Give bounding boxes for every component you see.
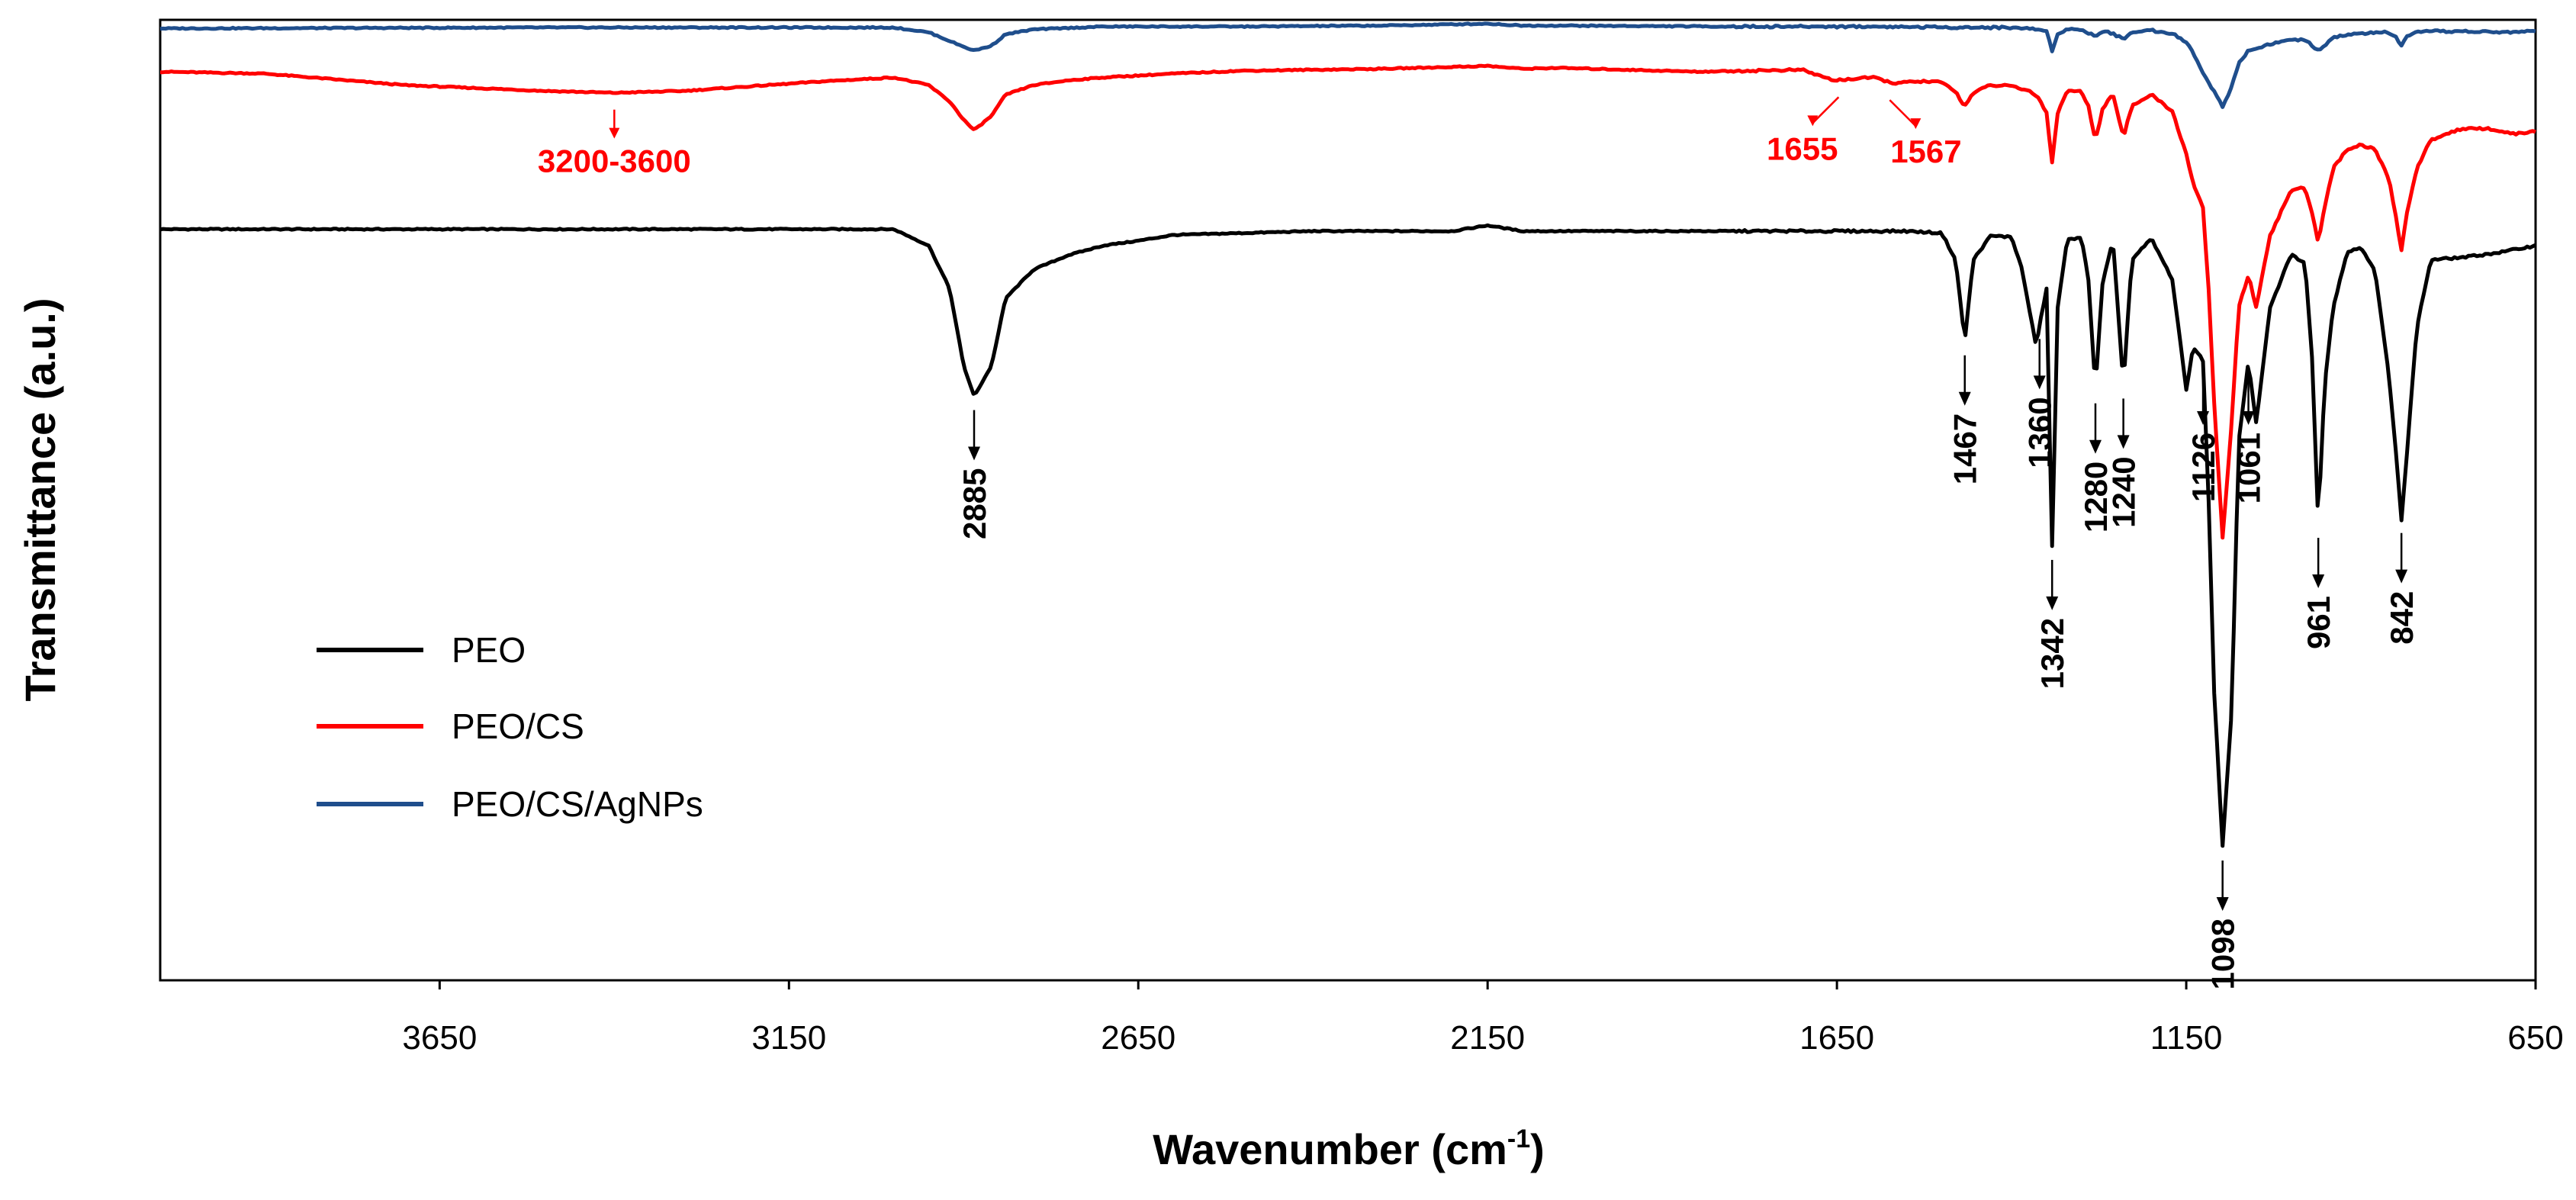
peak-annotation: 961 (2301, 537, 2336, 649)
peak-annotation: 1061 (2231, 374, 2267, 503)
peak-annotation: 1342 (2034, 559, 2070, 689)
x-ticks: 3650 3150 2650 2150 1650 1150 650 (402, 980, 2564, 1057)
x-tick-label: 2150 (1450, 1019, 1525, 1057)
x-axis-title-sup: -1 (1507, 1124, 1530, 1153)
plot-frame (159, 18, 2537, 982)
series-line-peo (159, 223, 2537, 848)
peak-arrowhead (2395, 569, 2408, 584)
legend-label-peo-cs: PEO/CS (452, 706, 584, 746)
peak-annotation: 2885 (957, 410, 992, 539)
peak-annotation: 1360 (2022, 339, 2058, 468)
peak-label: 1567 (1890, 134, 1961, 169)
peak-annotation: 1467 (1947, 355, 1983, 484)
x-axis-title-end: ) (1530, 1125, 1545, 1173)
peak-label: 3200-3600 (538, 143, 691, 179)
peak-label: 1061 (2231, 433, 2267, 503)
peak-arrowhead (2312, 574, 2325, 588)
peak-annotation: 842 (2384, 532, 2420, 645)
peak-label: 1240 (2106, 456, 2142, 527)
series-line-peo-cs-agnps (159, 21, 2536, 109)
peak-label: 2885 (957, 468, 992, 539)
x-tick-label: 2650 (1101, 1019, 1175, 1057)
peak-arrowhead (1910, 118, 1922, 130)
peak-arrowhead (1958, 391, 1971, 406)
x-axis-title: Wavenumber (cm-1) (1153, 1124, 1545, 1173)
peak-arrowhead (2033, 375, 2046, 390)
legend-label-peo: PEO (452, 630, 526, 670)
peak-annotation: 1240 (2106, 398, 2142, 528)
peak-annotations: 3200-3600 1655 1567 2885 1467 1360 1342 1280124… (538, 96, 2420, 989)
peak-annotation: 1126 (2185, 374, 2221, 502)
x-tick-label: 1650 (1799, 1019, 1874, 1057)
peak-label: 1280 (2078, 462, 2114, 532)
peak-label: 1360 (2022, 397, 2058, 468)
legend: PEO PEO/CS PEO/CS/AgNPs (317, 630, 703, 824)
peak-annotation: 1567 (1889, 99, 1962, 169)
peak-arrow (1812, 96, 1840, 124)
x-tick-label: 3150 (751, 1019, 826, 1057)
peak-arrowhead (968, 446, 981, 461)
peak-label: 842 (2384, 591, 2420, 645)
peak-label: 961 (2301, 596, 2336, 649)
peak-arrowhead (2117, 435, 2130, 449)
peak-label: 1342 (2034, 618, 2070, 689)
peak-arrowhead (2046, 596, 2059, 610)
x-axis-title-main: Wavenumber (cm (1153, 1125, 1507, 1173)
peak-arrowhead (2089, 439, 2102, 454)
peak-label: 1467 (1947, 413, 1983, 484)
peak-annotation: 1280 (2078, 403, 2114, 532)
peak-arrowhead (2242, 410, 2255, 425)
peak-annotation: 1098 (2205, 860, 2241, 989)
legend-label-peo-cs-agnps: PEO/CS/AgNPs (452, 784, 703, 824)
peak-label: 1126 (2185, 433, 2221, 502)
series-layer (159, 21, 2537, 848)
peak-annotation: 1655 (1767, 96, 1840, 166)
peak-label: 1098 (2205, 918, 2241, 989)
x-tick-label: 650 (2507, 1019, 2563, 1057)
peak-annotation: 3200-3600 (538, 109, 691, 179)
peak-arrowhead (2197, 410, 2210, 425)
x-tick-label: 1150 (2150, 1019, 2223, 1057)
peak-arrow (1889, 99, 1917, 127)
peak-arrowhead (609, 127, 620, 139)
x-tick-label: 3650 (402, 1019, 477, 1057)
series-line-peo-cs (160, 63, 2536, 540)
peak-arrowhead (2216, 896, 2229, 911)
y-axis-title: Transmittance (a.u.) (16, 298, 64, 701)
peak-arrowhead (1807, 115, 1819, 127)
peak-label: 1655 (1767, 130, 1838, 166)
